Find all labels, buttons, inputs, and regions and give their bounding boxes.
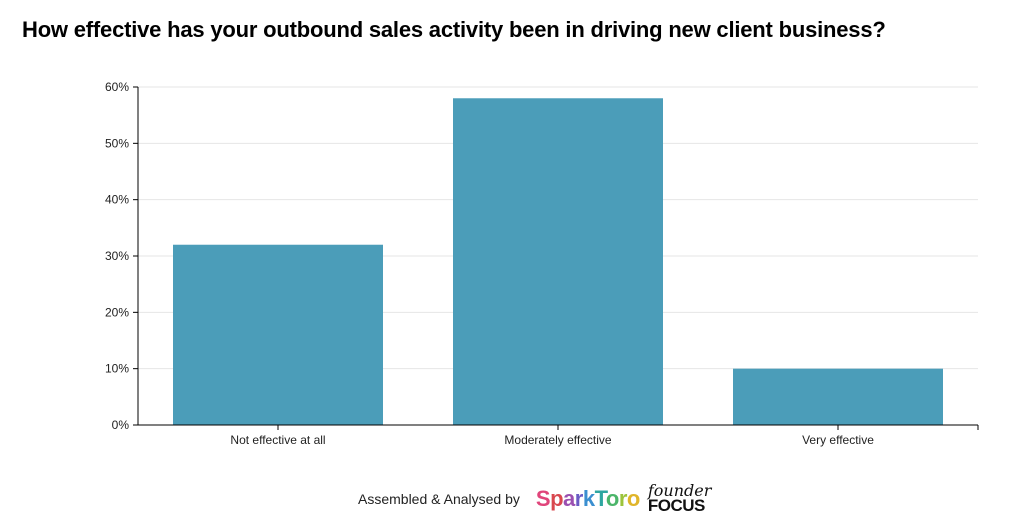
y-tick-label: 20% [105, 305, 129, 319]
sparktoro-logo-letter: T [594, 485, 607, 511]
y-tick-label: 10% [105, 362, 129, 376]
footer: Assembled & Analysed by SparkToro founde… [358, 481, 712, 516]
sparktoro-logo-letter: k [582, 485, 595, 511]
bar [453, 98, 663, 426]
founder-logo-top: founder [647, 481, 712, 500]
y-tick-label: 50% [105, 136, 129, 150]
bar [733, 368, 943, 425]
x-tick-label: Not effective at all [230, 433, 325, 447]
y-tick-label: 60% [105, 80, 129, 94]
bar-chart: 0% 10% 20% 30% 40% 50% 60% Not effective at all… [105, 80, 979, 447]
sparktoro-logo-letter: p [550, 485, 564, 511]
founder-focus-logo: founder FOCUS [647, 481, 712, 516]
sparktoro-logo: SparkToro [536, 486, 640, 512]
sparktoro-logo-letter: o [626, 485, 640, 511]
founder-logo-bottom: FOCUS [647, 496, 705, 516]
sparktoro-logo-letter: S [535, 485, 551, 511]
x-tick-label: Very effective [802, 433, 874, 447]
bar [173, 244, 383, 425]
y-tick-label: 40% [105, 193, 129, 207]
x-tick-label: Moderately effective [504, 433, 611, 447]
sparktoro-logo-letter: r [574, 485, 584, 511]
y-tick-label: 0% [112, 418, 130, 432]
chart-title: How effective has your outbound sales ac… [22, 17, 886, 42]
sparktoro-logo-letter: o [605, 485, 619, 511]
sparktoro-logo-letter: a [563, 485, 575, 511]
assembled-label: Assembled & Analysed by [358, 490, 520, 507]
y-tick-label: 30% [105, 249, 129, 263]
sparktoro-logo-letter: r [618, 485, 628, 511]
